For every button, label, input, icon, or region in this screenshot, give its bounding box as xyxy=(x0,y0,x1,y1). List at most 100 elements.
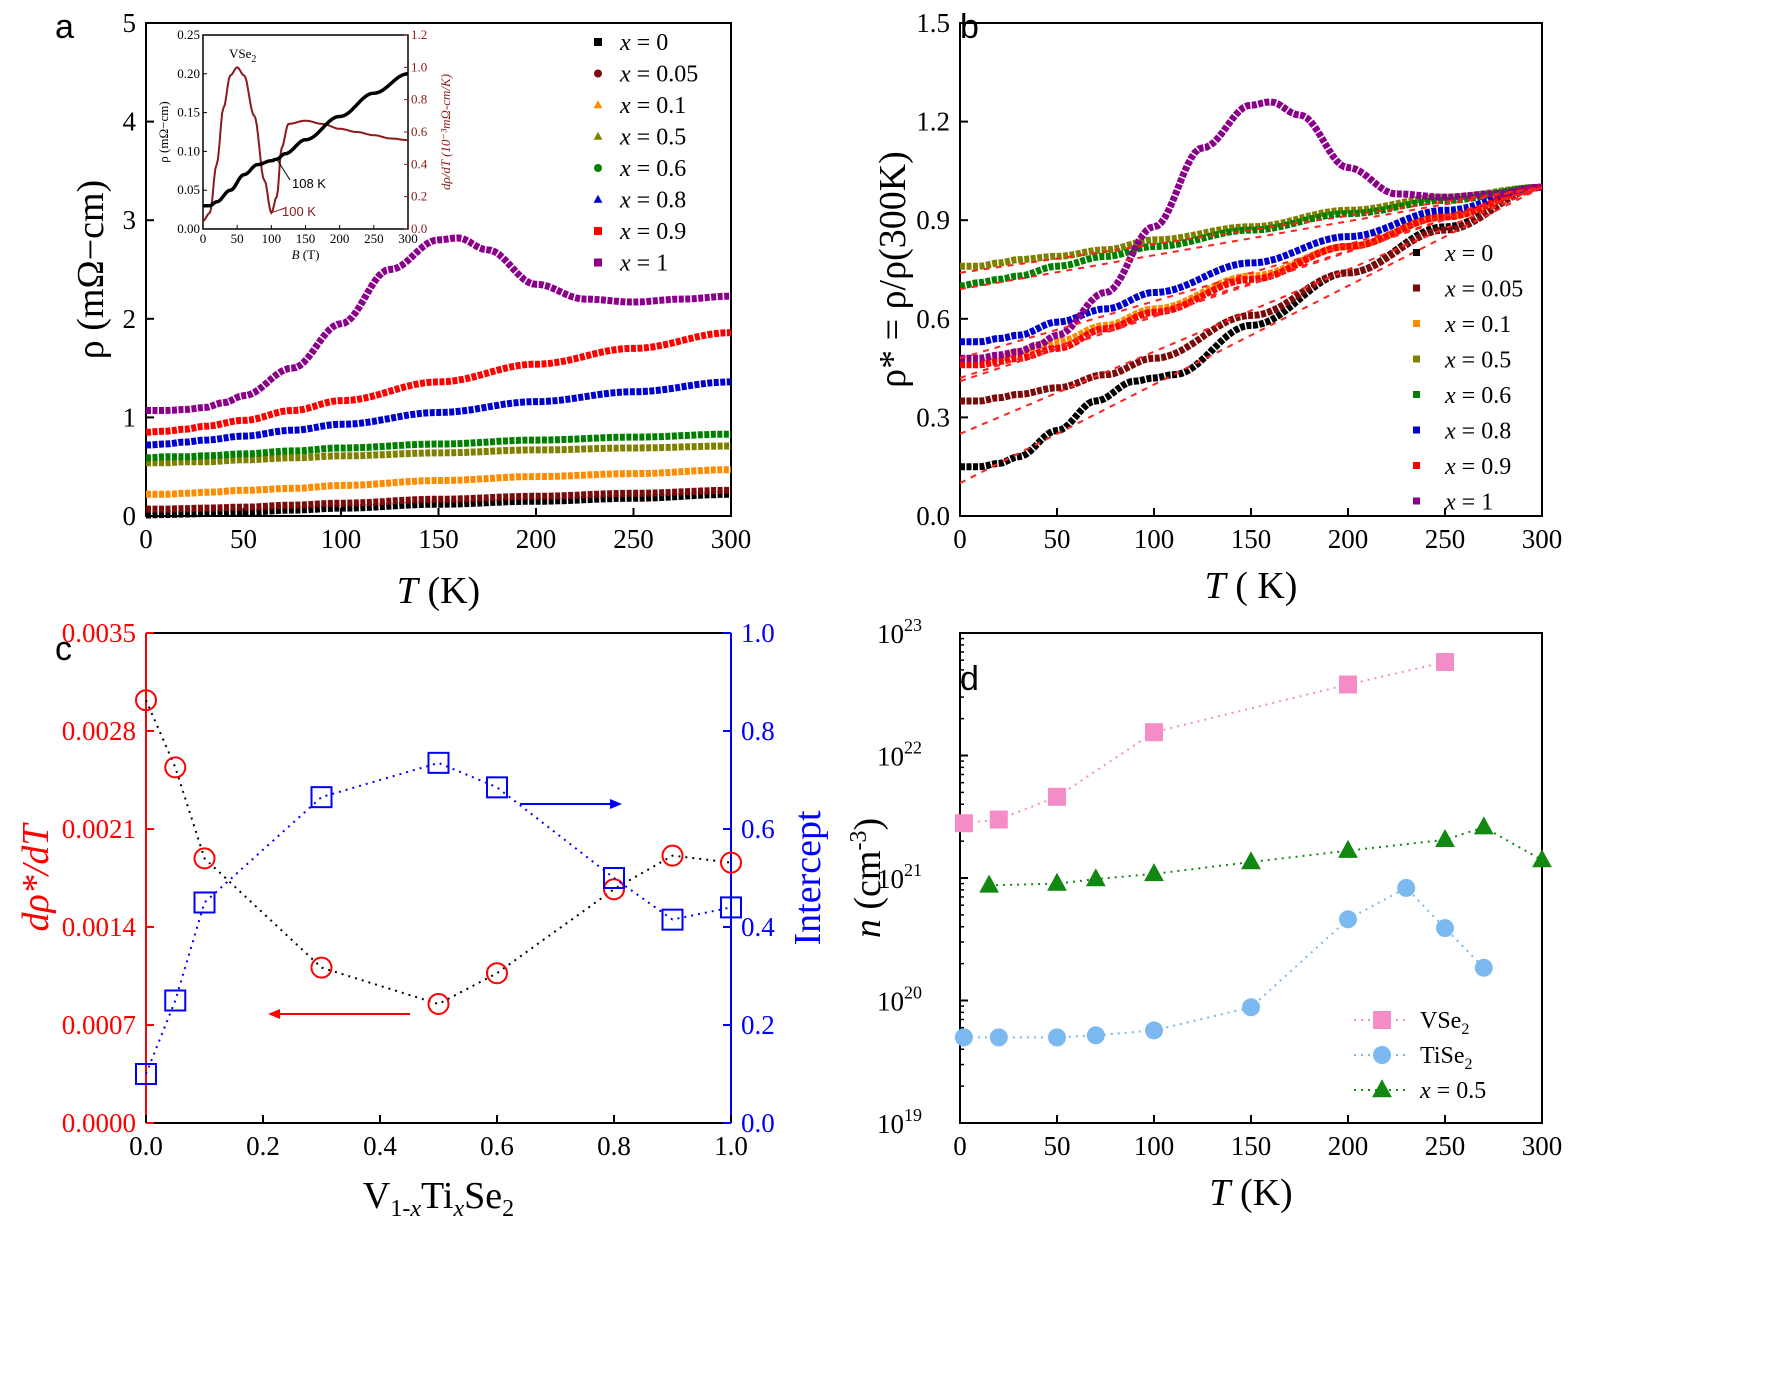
panel-d-data-point xyxy=(1436,919,1454,938)
panel-c-intercept-point xyxy=(603,867,625,889)
panel-b-legend-marker xyxy=(1413,391,1420,398)
panel-d-x-axis-label: T (K) xyxy=(1209,1172,1292,1214)
panel-a-inset-ytick-label: 0.10 xyxy=(177,143,200,158)
panel-c-slope-point xyxy=(193,847,216,870)
panel-b-legend-marker xyxy=(1413,462,1420,469)
panel-b-fit-line xyxy=(959,186,1543,360)
panel-a-inset-title: VSe2 xyxy=(229,46,256,65)
panel-d-legend-label: TiSe2 xyxy=(1420,1043,1472,1073)
panel-d-data-point xyxy=(1047,872,1067,891)
panel-c-intercept-point xyxy=(193,891,216,914)
panel-a-ytick-label: 1 xyxy=(123,402,137,432)
panel-b-legend-label: x = 0.5 xyxy=(1444,348,1511,374)
panel-a-legend-marker xyxy=(593,100,603,109)
panel-b-ytick-label: 1.2 xyxy=(916,107,950,137)
panel-a-ytick-label: 5 xyxy=(123,8,137,38)
panel-b-legend-label: x = 0.6 xyxy=(1444,383,1511,409)
panel-a-ytick-label: 0 xyxy=(123,501,137,531)
panel-b-ytick-label: 0.0 xyxy=(916,501,950,531)
panel-a-inset-drho-line xyxy=(202,66,408,222)
panel-a-xtick-label: 150 xyxy=(418,524,459,554)
panel-b-ytick-label: 0.9 xyxy=(916,205,950,235)
panel-c-xtick-label: 0.0 xyxy=(129,1131,163,1161)
panel-letter-d: d xyxy=(960,660,979,698)
panel-a-legend-label: x = 1 xyxy=(619,251,668,277)
panel-a-ytick-label: 3 xyxy=(123,205,137,235)
panel-c-ytick-label: 0.0035 xyxy=(62,618,136,648)
panel-d-data-point xyxy=(1086,1026,1105,1045)
panel-b-legend-label: x = 0.05 xyxy=(1444,277,1523,303)
panel-a-x-axis-label: T (K) xyxy=(397,570,480,612)
panel-a-xtick-label: 100 xyxy=(321,524,362,554)
panel-b-xtick-label: 0 xyxy=(953,524,967,554)
panel-a-legend-label: x = 0.05 xyxy=(619,62,698,88)
panel-d-data-point xyxy=(989,810,1008,829)
panel-c-right-arrow-head xyxy=(610,799,622,809)
panel-b-legend-label: x = 0.1 xyxy=(1444,312,1511,338)
panel-a-series-line xyxy=(146,486,731,513)
panel-d-xtick-label: 300 xyxy=(1522,1131,1563,1161)
panel-d-ytick-label: 1020 xyxy=(877,983,922,1017)
panel-a-xtick-label: 0 xyxy=(139,524,153,554)
panel-c-intercept-point xyxy=(486,776,508,799)
panel-a-legend-label: x = 0.9 xyxy=(619,219,686,245)
panel-a-inset-pointer xyxy=(276,158,291,181)
panel-a-chart: 0 50 100 150 200 250 300 0 1 2 3 4 5 T (K) ρ (mΩ−cm) x … xyxy=(70,8,751,612)
panel-a-series-line xyxy=(145,329,732,436)
panel-d-series-line xyxy=(989,826,1543,887)
panel-a-ytick-label: 4 xyxy=(123,107,137,137)
panel-d-y-axis-label: n (cm-3) xyxy=(846,818,889,938)
panel-a-inset-ytick-label: 0.25 xyxy=(177,27,200,42)
panel-c-series-line xyxy=(145,761,732,1075)
panel-d-data-point xyxy=(1532,849,1552,868)
panel-a-xtick-label: 50 xyxy=(230,524,257,554)
panel-d-legend-marker xyxy=(1373,1046,1391,1064)
panel-a-inset-xtick-label: 300 xyxy=(398,231,418,246)
panel-a-inset-pointer xyxy=(271,207,286,214)
panel-c-slope-point xyxy=(486,962,508,985)
panel-d-data-point xyxy=(954,814,973,833)
panel-a-inset-rho-line xyxy=(203,72,409,208)
panel-c-right-ytick-label: 1.0 xyxy=(741,618,775,648)
panel-a-ytick-label: 2 xyxy=(123,304,137,334)
panel-b-legend-marker xyxy=(1413,355,1420,363)
panel-a-series-line xyxy=(146,466,731,498)
panel-d-ytick-label: 1023 xyxy=(877,615,922,649)
panel-b-legend-marker xyxy=(1413,249,1420,256)
panel-d-data-point xyxy=(979,874,999,893)
panel-b-legend-label: x = 0 xyxy=(1444,241,1493,267)
panel-letter-a: a xyxy=(55,8,74,46)
panel-b-series-line xyxy=(960,183,1543,471)
panel-a-legend-label: x = 0.1 xyxy=(619,93,686,119)
panel-a-inset-annotation: 108 K xyxy=(292,176,326,191)
panel-b-legend-label: x = 0.8 xyxy=(1444,419,1511,445)
panel-c-y2-axis-label: Intercept xyxy=(787,810,829,945)
panel-a-legend-label: x = 0.6 xyxy=(619,156,686,182)
panel-a-inset-frame xyxy=(202,34,409,230)
panel-c-slope-point xyxy=(427,993,450,1015)
panel-c-slope-point xyxy=(164,756,187,779)
panel-b-xtick-label: 300 xyxy=(1522,524,1563,554)
panel-d-legend-label: VSe2 xyxy=(1420,1008,1469,1038)
panel-b-chart: 0 50 100 150 200 250 300 0.0 0.3 0.6 0.9 1.2 1.5 T ( … xyxy=(872,8,1562,607)
panel-c-left-arrow-head xyxy=(268,1009,280,1019)
panel-c-intercept-point xyxy=(135,1063,157,1085)
panel-d-data-point xyxy=(1048,1028,1066,1047)
panel-d-xtick-label: 250 xyxy=(1425,1131,1466,1161)
panel-c-ytick-label: 0.0014 xyxy=(62,912,137,942)
panel-b-y-axis-label: ρ* = ρ/ρ(300K) xyxy=(872,151,914,388)
panel-c-xtick-label: 0.4 xyxy=(363,1131,397,1161)
panel-b-ytick-label: 1.5 xyxy=(916,8,950,38)
panel-a-inset-ytick-label: 0.05 xyxy=(177,182,200,197)
panel-b-fit-line xyxy=(959,186,1543,485)
panel-c-right-ytick-label: 0.0 xyxy=(741,1108,775,1138)
panel-a-inset-ytick2-label: 0.4 xyxy=(411,156,428,171)
panel-b-legend-label: x = 0.9 xyxy=(1444,454,1511,480)
panel-a-legend-marker xyxy=(594,38,602,46)
panel-a-legend-marker xyxy=(593,131,603,140)
panel-a-xtick-label: 300 xyxy=(711,524,752,554)
panel-c-xtick-label: 1.0 xyxy=(714,1131,748,1161)
panel-d-data-point xyxy=(1397,878,1416,897)
panel-c-ytick-label: 0.0007 xyxy=(62,1010,136,1040)
